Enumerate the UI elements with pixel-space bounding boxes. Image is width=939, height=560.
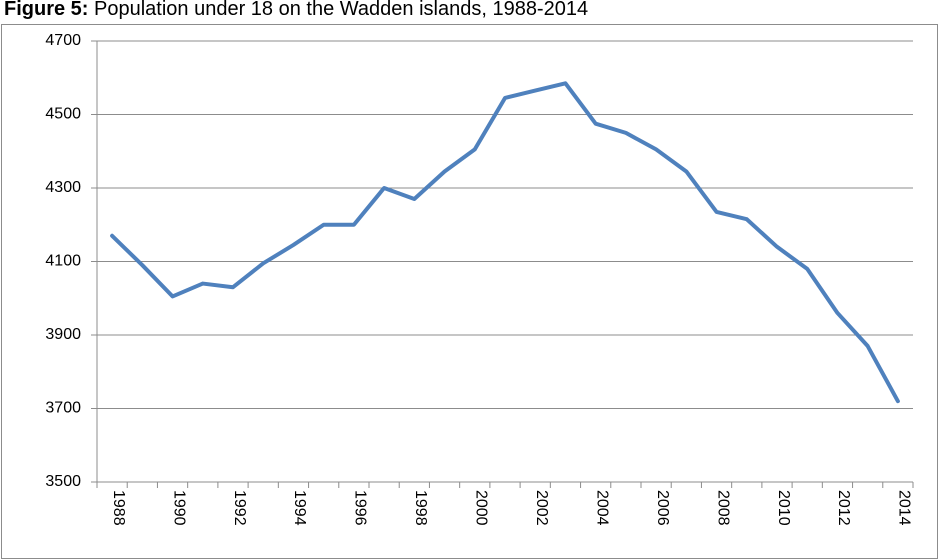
x-tick-label: 1994 [291, 490, 308, 526]
x-tick-label: 2006 [654, 490, 671, 526]
chart-frame [1, 24, 938, 559]
x-tick-label: 2004 [593, 490, 610, 526]
x-tick-label: 1992 [231, 490, 248, 526]
y-tick-label: 4300 [45, 179, 81, 196]
data-line [110, 81, 900, 404]
x-tick-label: 2008 [714, 490, 731, 526]
x-tick-label: 1998 [412, 490, 429, 526]
title-label: Figure 5: [4, 0, 88, 20]
y-tick-label: 4500 [45, 106, 81, 123]
y-tick-label: 3500 [45, 473, 81, 490]
y-tick-label: 4700 [45, 32, 81, 49]
x-tick-label: 1990 [170, 490, 187, 526]
title-text: Population under 18 on the Wadden island… [94, 0, 588, 20]
x-tick-label: 2000 [473, 490, 490, 526]
y-tick-label: 3900 [45, 326, 81, 343]
x-tick-label: 2010 [775, 490, 792, 526]
y-tick-label: 4100 [45, 253, 81, 270]
x-tick-label: 1988 [110, 490, 127, 526]
y-tick-label: 3700 [45, 400, 81, 417]
x-tick-label: 2012 [835, 490, 852, 526]
x-tick-label: 2014 [896, 490, 913, 526]
x-tick-label: 1996 [352, 490, 369, 526]
chart-title: Figure 5: Population under 18 on the Wad… [4, 0, 588, 20]
x-tick-label: 2002 [533, 490, 550, 526]
